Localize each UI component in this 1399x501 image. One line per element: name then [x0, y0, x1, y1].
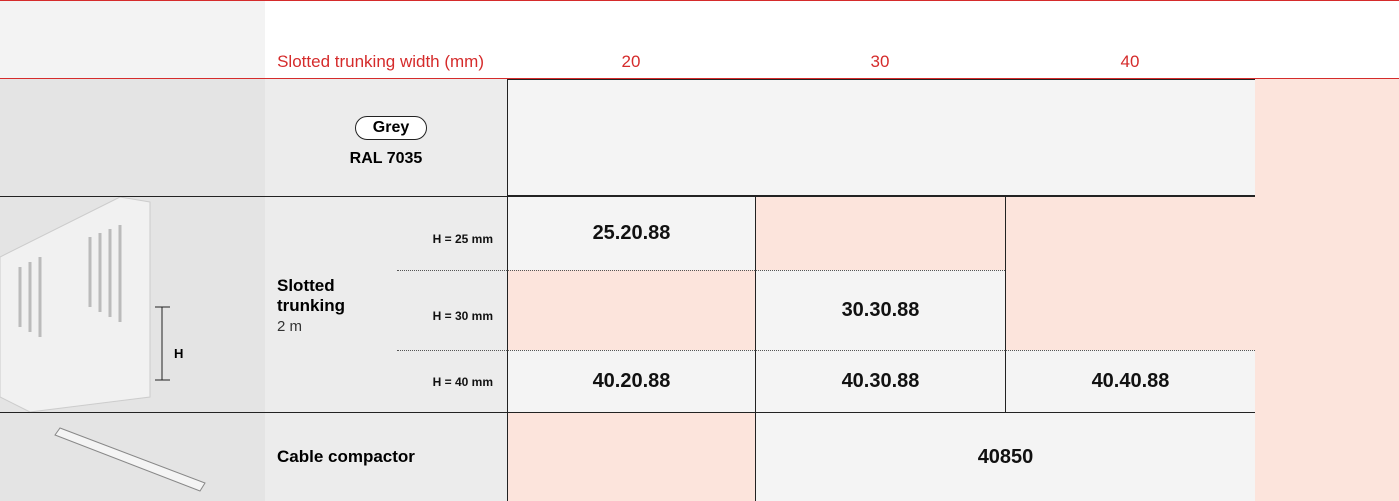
- code-cell: 30.30.88: [755, 270, 1005, 350]
- dimension: H: [174, 346, 183, 361]
- width: 20: [507, 52, 755, 72]
- code-cell: 40.20.88: [507, 350, 755, 412]
- divider: [397, 350, 507, 351]
- width: 40: [1005, 52, 1255, 72]
- side-band: [1255, 79, 1399, 501]
- code-cell: 40850: [755, 413, 1255, 501]
- page: {"header": {"width_label": "Slotted trun…: [0, 0, 1399, 501]
- code-cell: 40.30.88: [755, 350, 1005, 412]
- product-name: Slotted trunking: [277, 276, 377, 316]
- width-label: Slotted trunking width (mm): [200, 52, 484, 72]
- colour-pill: Grey: [355, 116, 427, 140]
- product-name: Cable compactor: [277, 447, 415, 467]
- divider: [397, 270, 507, 271]
- width: 30: [755, 52, 1005, 72]
- height: H = 30 mm: [380, 309, 493, 323]
- code-cell: 25.20.88: [507, 197, 755, 270]
- height: H = 25 mm: [380, 232, 493, 246]
- empty-cell: [1005, 197, 1255, 350]
- empty-cell: [507, 270, 755, 350]
- colour-row: [507, 79, 1255, 196]
- compactor-illustration: [0, 413, 265, 501]
- trunking-illustration: [0, 197, 265, 412]
- empty-cell: [507, 413, 755, 501]
- code-cell: 40.40.88: [1005, 350, 1255, 412]
- height: H = 40 mm: [380, 375, 493, 389]
- length: 2 m: [277, 318, 302, 335]
- empty-cell: [755, 197, 1005, 270]
- ral: RAL 7035: [265, 150, 507, 168]
